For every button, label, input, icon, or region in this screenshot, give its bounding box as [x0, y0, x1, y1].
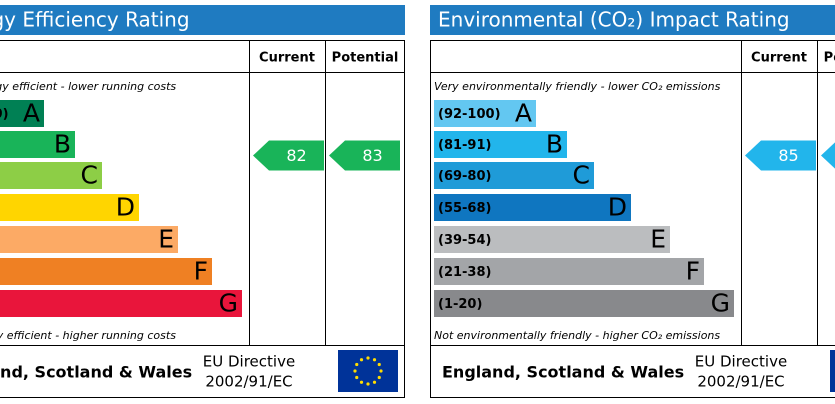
rating-band: [0, 100, 44, 127]
directive: EU Directive: [203, 353, 295, 371]
eu-star: [372, 358, 377, 362]
rating-band: [0, 226, 178, 253]
current-arrow: [745, 140, 816, 171]
band-range: (69-80): [438, 169, 491, 184]
eu-star: [353, 369, 357, 373]
title-bar: [0, 5, 405, 35]
band-letter: D: [116, 193, 135, 222]
epc-panel: Environmental (CO₂) Impact Rating Current…: [430, 5, 835, 398]
panel-border: [0, 40, 405, 398]
potential-value: 83: [362, 146, 382, 165]
band-range: (92-100): [438, 107, 501, 122]
eu-star: [355, 362, 359, 367]
band-letter: B: [54, 130, 71, 159]
band-letter: F: [194, 257, 208, 286]
title-bar: [430, 5, 835, 35]
bottom-note: Not environmentally friendly - higher CO…: [434, 329, 720, 342]
band-letter: C: [573, 161, 590, 190]
country: England, Scotland & Wales: [0, 363, 192, 382]
top-note: Very energy efficient - lower running co…: [0, 80, 176, 93]
eu-star: [379, 369, 383, 373]
band-letter: C: [81, 161, 98, 190]
potential-arrow: [821, 142, 835, 169]
directive: EU Directive: [695, 353, 787, 371]
rating-band: [434, 162, 594, 189]
bottom-note: Not energy efficient - higher running co…: [0, 329, 176, 342]
current-value: 85: [778, 146, 798, 165]
band-letter: F: [686, 257, 700, 286]
rating-band: [434, 131, 567, 158]
eu-flag: [830, 350, 835, 392]
current-value: 82: [286, 146, 306, 165]
rating-band: [434, 290, 734, 317]
current-header: Current: [259, 51, 315, 66]
potential-header: Potential: [332, 51, 399, 66]
band-letter: E: [650, 225, 666, 254]
band-letter: B: [546, 130, 563, 159]
country: England, Scotland & Wales: [442, 363, 684, 382]
rating-band: [0, 258, 212, 285]
band-range: (21-38): [438, 265, 491, 280]
band-range: (39-54): [438, 233, 491, 248]
band-letter: G: [711, 289, 730, 318]
eu-star: [355, 375, 359, 380]
eu-star: [377, 362, 381, 367]
current-arrow: [253, 140, 324, 171]
band-letter: A: [515, 99, 532, 128]
directive: 2002/91/EC: [205, 373, 292, 391]
rating-band: [434, 100, 536, 127]
eu-flag: [338, 350, 398, 392]
band-letter: E: [158, 225, 174, 254]
panel-border: [430, 40, 835, 398]
eu-star: [366, 382, 370, 386]
rating-band: [0, 131, 75, 158]
rating-band: [434, 194, 631, 221]
top-note: Very environmentally friendly - lower CO…: [434, 80, 721, 93]
band-range: (1-20): [438, 297, 482, 312]
panel-title: Environmental (CO₂) Impact Rating: [438, 8, 790, 32]
band-range: (55-68): [438, 201, 491, 216]
rating-band: [0, 290, 242, 317]
band-range: (81-91): [438, 138, 491, 153]
eu-star: [377, 375, 381, 380]
band-letter: D: [608, 193, 627, 222]
rating-band: [434, 258, 704, 285]
epc-panel: Energy Efficiency Rating Current Potential…: [0, 5, 405, 398]
current-header: Current: [751, 51, 807, 66]
eu-star: [359, 358, 364, 362]
band-letter: A: [23, 99, 40, 128]
rating-band: [0, 194, 139, 221]
panel-title: Energy Efficiency Rating: [0, 8, 190, 32]
potential-arrow: [329, 140, 400, 171]
rating-band: [434, 226, 670, 253]
rating-band: [0, 162, 102, 189]
eu-star: [366, 356, 370, 360]
eu-star: [359, 380, 364, 384]
band-range: (92-100): [0, 107, 9, 122]
potential-header: Potential: [824, 51, 835, 66]
directive: 2002/91/EC: [697, 373, 784, 391]
band-letter: G: [219, 289, 238, 318]
eu-star: [372, 380, 377, 384]
